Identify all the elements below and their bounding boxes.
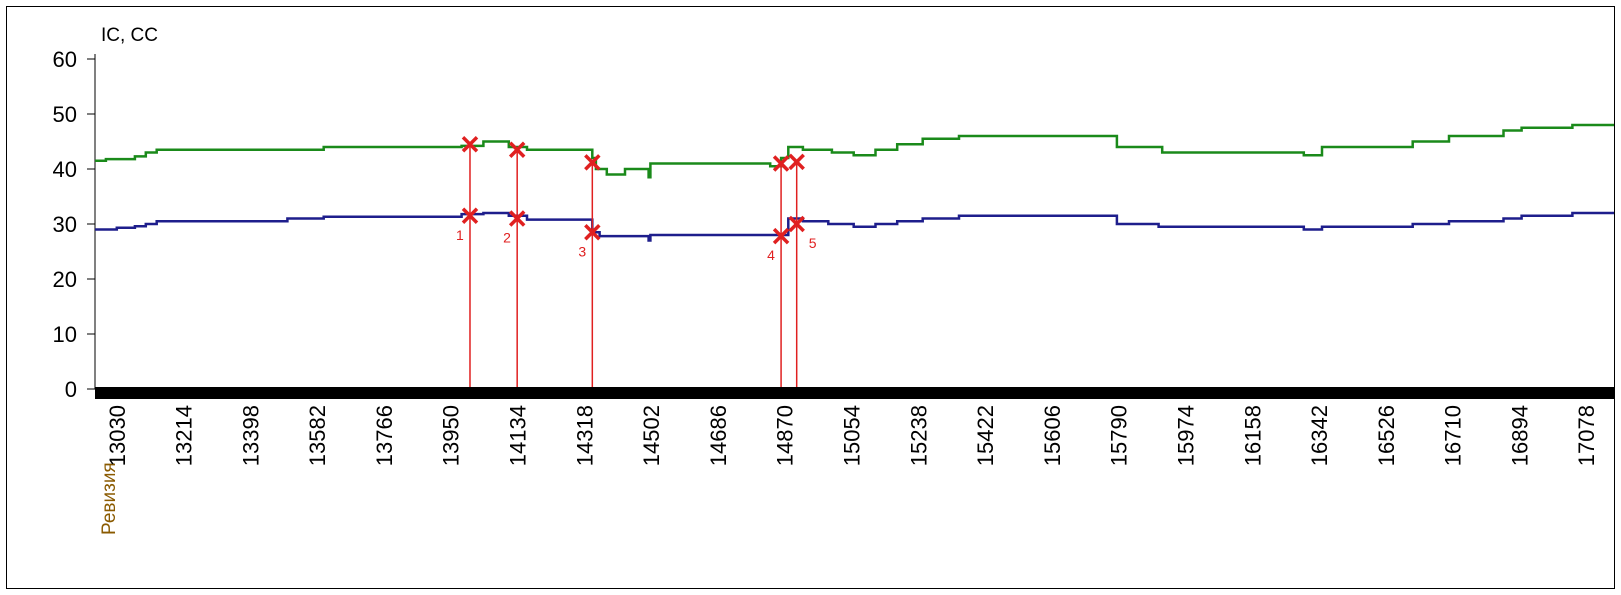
marker-label-2: 2 [503,230,511,246]
x-tick-label: 16342 [1307,405,1332,466]
marker-cross-1-top [461,136,479,153]
x-tick-label: 17078 [1574,405,1599,466]
marker-label-1: 1 [456,227,464,243]
x-tick-label: 13214 [172,405,197,466]
marker-label-3: 3 [578,243,586,259]
x-tick-label: 14686 [706,405,731,466]
y-tick-label: 20 [53,267,77,292]
marker-cross-4-top [772,155,790,172]
x-tick-label: 15790 [1107,405,1132,466]
x-tick-label: 15974 [1173,405,1198,466]
marker-label-5: 5 [809,235,817,251]
y-axis-title: IC, CC [101,25,158,46]
x-tick-label: 15054 [840,405,865,466]
x-tick-label: 14318 [572,405,597,466]
x-tick-label: 16710 [1441,405,1466,466]
y-tick-label: 60 [53,47,77,72]
marker-cross-1-bottom [461,207,479,224]
axes [87,54,1614,399]
marker-cross-5-top [788,153,805,171]
x-axis-band [95,387,1614,399]
x-tick-label: 13582 [305,405,330,466]
series-line-1 [95,123,1614,179]
x-tick-label: 14870 [773,405,798,466]
y-tick-label: 10 [53,322,77,347]
marker-cross-4-bottom [772,227,790,245]
marker-cross-3-bottom [584,224,601,241]
x-tick-label: 16158 [1240,405,1265,466]
x-tick-label: 15422 [973,405,998,466]
marker-cross-2-top [508,141,526,158]
markers-group: 1 2 3 4 5 [456,136,817,387]
x-tick-label: 16894 [1507,405,1532,466]
x-tick-label: 15238 [906,405,931,466]
x-tick-label: 14134 [506,405,531,466]
x-tick-label: 14502 [639,405,664,466]
y-tick-label: 40 [53,157,77,182]
marker-label-4: 4 [767,247,775,263]
x-axis-title: Ревизия [99,462,120,535]
series-line-2 [95,211,1614,242]
x-tick-label: 16526 [1374,405,1399,466]
y-tick-label: 50 [53,102,77,127]
marker-cross-5-bottom [788,215,805,233]
chart-frame: 1 2 3 4 5 60 50 40 30 20 10 0 IC, CC Ревизия 13030 132… [6,6,1615,589]
marker-cross-3-top [584,154,601,171]
x-tick-label: 13398 [238,405,263,466]
x-tick-label: 13766 [372,405,397,466]
x-tick-label: 13950 [439,405,464,466]
series-group [95,123,1614,242]
x-tick-label: 15606 [1040,405,1065,466]
x-tick-label: 13030 [105,405,130,466]
marker-cross-2-bottom [508,210,526,227]
y-tick-label: 30 [53,212,77,237]
y-tick-label: 0 [65,377,77,402]
